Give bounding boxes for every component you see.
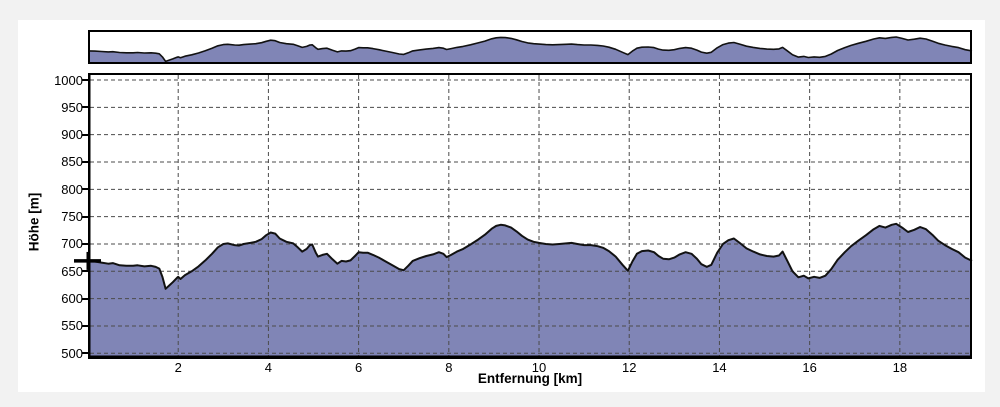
x-axis-title: Entfernung [km] — [477, 371, 583, 386]
y-tick-mark — [82, 324, 88, 327]
x-tick-label: 12 — [621, 360, 637, 375]
y-tick-label: 850 — [61, 154, 83, 170]
y-tick-label: 800 — [61, 181, 83, 197]
y-tick-label: 900 — [61, 127, 83, 143]
x-tick-label: 4 — [264, 360, 273, 375]
overview-strip-chart[interactable] — [87, 30, 973, 64]
y-tick-mark — [82, 270, 88, 273]
y-tick-mark — [82, 79, 88, 81]
x-tick-label: 6 — [354, 360, 363, 375]
y-tick-label: 550 — [61, 318, 83, 334]
x-tick-label: 10 — [531, 360, 547, 375]
y-tick-mark — [82, 133, 88, 136]
y-tick-mark — [82, 242, 88, 245]
x-tick-label: 8 — [445, 360, 453, 375]
y-tick-mark — [82, 160, 88, 163]
x-tick-label: 2 — [174, 360, 182, 375]
y-tick-label: 650 — [61, 263, 83, 279]
y-tick-label: 950 — [61, 99, 83, 115]
y-tick-label: 750 — [61, 209, 83, 225]
y-tick-label: 700 — [61, 236, 83, 252]
elevation-profile-chart[interactable] — [74, 73, 973, 359]
y-tick-mark — [82, 297, 88, 300]
y-tick-mark — [82, 215, 88, 218]
x-tick-label: 16 — [802, 360, 817, 375]
y-tick-mark — [82, 106, 88, 109]
y-tick-label: 600 — [61, 291, 83, 307]
y-tick-mark — [82, 352, 88, 355]
x-tick-label: 18 — [892, 360, 908, 375]
y-tick-label: 500 — [61, 345, 83, 361]
y-tick-label: 1000 — [54, 72, 83, 88]
x-tick-label: 14 — [712, 360, 727, 375]
y-tick-mark — [82, 188, 88, 191]
